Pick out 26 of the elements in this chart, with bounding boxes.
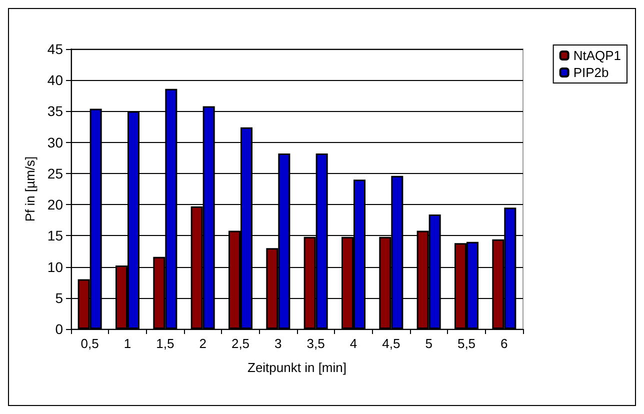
x-tick-label: 1 [124, 336, 132, 351]
y-tick-label: 0 [55, 321, 64, 337]
y-tick-label: 45 [47, 41, 64, 57]
y-tick-label: 30 [47, 134, 64, 150]
y-tick-label: 10 [47, 258, 64, 275]
x-tick-label: 5 [425, 336, 432, 351]
y-tick-label: 40 [47, 72, 64, 88]
x-tick-label: 1,5 [156, 336, 174, 351]
legend-label: NtAQP1 [573, 48, 622, 63]
y-tick-label: 25 [47, 165, 64, 182]
x-tick-label: 6 [500, 336, 508, 351]
x-tick-label: 3,5 [306, 336, 325, 351]
x-tick-label: 4,5 [382, 336, 400, 351]
x-tick-label: 2,5 [231, 336, 250, 351]
x-tick-label: 4 [350, 336, 358, 351]
x-tick-label: 2 [199, 336, 206, 351]
y-tick-label: 20 [47, 196, 64, 213]
y-tick-label: 15 [47, 228, 64, 244]
y-tick-label: 35 [47, 103, 64, 120]
x-tick-label: 0,5 [80, 336, 99, 351]
x-tick-label: 3 [274, 336, 282, 351]
y-tick-label: 5 [55, 290, 64, 306]
y-axis-title: Pf in [µm/s] [22, 156, 38, 222]
legend-label: PIP2b [573, 65, 609, 80]
x-axis-title: Zeitpunkt in [min] [248, 360, 346, 375]
x-tick-label: 5,5 [457, 336, 476, 351]
